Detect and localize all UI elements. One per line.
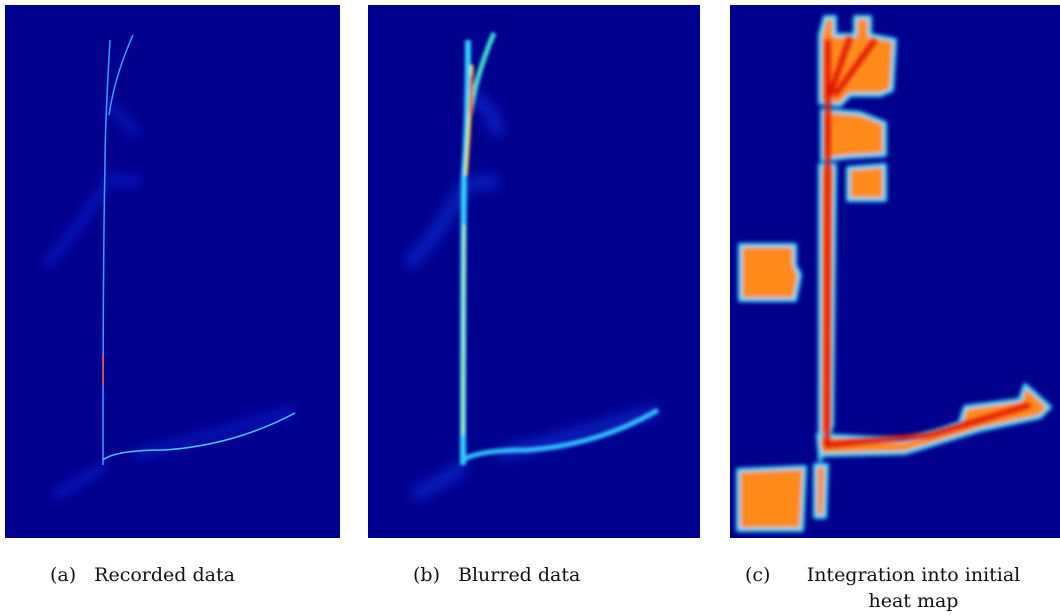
caption-text: Blurred data (458, 562, 580, 588)
caption-label: (a) (50, 562, 76, 588)
caption-a: (a) Recorded data (50, 562, 235, 588)
caption-b: (b) Blurred data (413, 562, 580, 588)
caption-label: (c) (745, 562, 770, 614)
recorded-heatmap (5, 5, 340, 538)
panel-b (368, 5, 700, 538)
caption-text: Integration into initial heat map (788, 562, 1038, 614)
caption-label: (b) (413, 562, 440, 588)
panel-a (5, 5, 340, 538)
blurred-heatmap (368, 5, 700, 538)
caption-text: Recorded data (94, 562, 235, 588)
caption-c: (c) Integration into initial heat map (745, 562, 1038, 614)
integrated-heatmap (730, 5, 1060, 538)
panel-c (730, 5, 1060, 538)
figure: {"panels": [ {"label": "(a)", "caption":… (0, 0, 1060, 615)
